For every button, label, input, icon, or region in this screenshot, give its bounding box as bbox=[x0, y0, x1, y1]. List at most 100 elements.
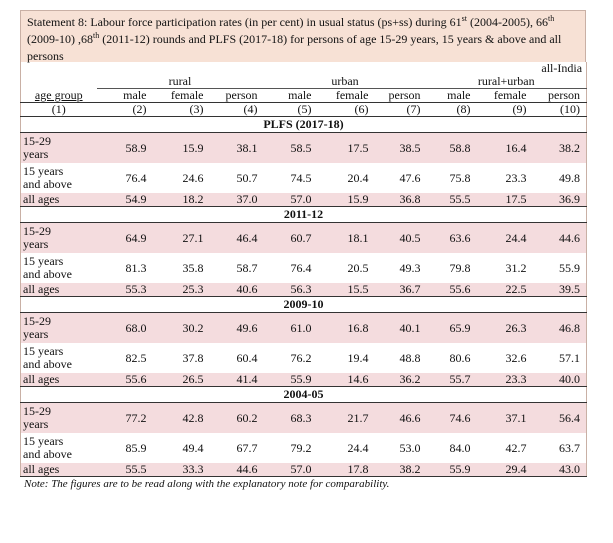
table-cell: 76.2 bbox=[290, 350, 312, 365]
table-cell: 82.5 bbox=[125, 350, 147, 365]
column-number: (9) bbox=[476, 102, 533, 117]
age-group-label: 15-29 years bbox=[20, 402, 97, 433]
age-group-line: years bbox=[23, 327, 49, 341]
table-cell: 37.1 bbox=[476, 402, 533, 433]
table-cell: 20.5 bbox=[347, 260, 369, 275]
table-cell: 18.1 bbox=[317, 222, 375, 253]
table-cell: 58.7 bbox=[236, 260, 258, 275]
table-row: 15 years and above 81.3 35.8 58.7 76.4 20.5 49.… bbox=[21, 253, 587, 283]
column-number: (10) bbox=[532, 102, 587, 117]
table-cell: 49.8 bbox=[559, 170, 581, 185]
table-cell: 84.0 bbox=[449, 440, 471, 455]
table-cell: 58.9 bbox=[96, 132, 153, 163]
column-header: male bbox=[263, 88, 318, 103]
age-group-line: all ages bbox=[23, 192, 60, 206]
table-cell: 55.7 bbox=[426, 373, 477, 387]
table-cell: 57.1 bbox=[559, 350, 581, 365]
table-cell: 29.4 bbox=[476, 463, 533, 477]
table-note: Note: The figures are to be read along w… bbox=[24, 478, 390, 490]
table-cell: 49.3 bbox=[399, 260, 421, 275]
table-cell: 18.2 bbox=[152, 193, 210, 207]
table-row: 15-29 years 77.2 42.8 60.2 68.3 21.7 46.6 74.6 37… bbox=[20, 402, 587, 433]
table-cell: 49.4 bbox=[182, 440, 204, 455]
group-urban: urban bbox=[263, 75, 427, 89]
group-rural-urban: rural+urban bbox=[426, 75, 587, 89]
table-cell: 85.9 bbox=[125, 440, 147, 455]
table-cell: 26.5 bbox=[152, 373, 210, 387]
table-cell: 38.2 bbox=[532, 132, 587, 163]
age-group-line: 15 years bbox=[23, 344, 64, 358]
table-cell: 58.5 bbox=[263, 132, 318, 163]
table-cell: 38.2 bbox=[374, 463, 427, 477]
table-cell: 25.3 bbox=[152, 283, 210, 297]
age-group-label: all ages bbox=[20, 282, 97, 297]
age-group-label: 15-29 years bbox=[20, 222, 97, 253]
section-heading: 2011-12 bbox=[20, 206, 587, 223]
column-header: male bbox=[96, 88, 153, 103]
table-cell: 74.5 bbox=[290, 170, 312, 185]
table-cell: 17.5 bbox=[476, 193, 533, 207]
column-header: age group bbox=[20, 88, 97, 103]
table-cell: 30.2 bbox=[152, 312, 210, 343]
table-cell: 39.5 bbox=[532, 283, 587, 297]
table-cell: 55.6 bbox=[96, 373, 153, 387]
section-heading: PLFS (2017-18) bbox=[20, 116, 587, 133]
age-group-label: 15 years and above bbox=[21, 343, 97, 373]
table-cell: 43.0 bbox=[532, 463, 587, 477]
table-cell: 63.7 bbox=[559, 440, 581, 455]
table-cell: 80.6 bbox=[449, 350, 471, 365]
table-cell: 40.0 bbox=[532, 373, 587, 387]
age-group-line: 15-29 bbox=[23, 314, 51, 328]
age-group-line: 15 years bbox=[23, 434, 64, 448]
table-cell: 27.1 bbox=[152, 222, 210, 253]
age-group-label: 15 years and above bbox=[21, 163, 97, 193]
table-cell: 60.7 bbox=[263, 222, 318, 253]
table-cell: 32.6 bbox=[505, 350, 527, 365]
table-cell: 55.6 bbox=[426, 283, 477, 297]
table-cell: 14.6 bbox=[317, 373, 375, 387]
table-cell: 55.5 bbox=[426, 193, 477, 207]
column-number: (2) bbox=[96, 102, 153, 117]
age-group-line: and above bbox=[23, 447, 72, 461]
table-cell: 76.4 bbox=[290, 260, 312, 275]
table-cell: 36.2 bbox=[374, 373, 427, 387]
age-group-line: 15-29 bbox=[23, 134, 51, 148]
table-cell: 77.2 bbox=[96, 402, 153, 433]
table-cell: 15.5 bbox=[317, 283, 375, 297]
table-cell: 74.6 bbox=[426, 402, 477, 433]
age-group-label: 15-29 years bbox=[20, 132, 97, 163]
table-cell: 56.3 bbox=[263, 283, 318, 297]
table-cell: 65.9 bbox=[426, 312, 477, 343]
age-group-line: all ages bbox=[23, 462, 60, 476]
table-cell: 40.5 bbox=[374, 222, 427, 253]
table-cell: 40.6 bbox=[209, 283, 264, 297]
table-cell: 46.8 bbox=[532, 312, 587, 343]
table-row: all ages 55.3 25.3 40.6 56.3 15.5 36.7 55.6 22.5… bbox=[20, 282, 587, 297]
table-cell: 38.5 bbox=[374, 132, 427, 163]
table-cell: 24.4 bbox=[347, 440, 369, 455]
table-cell: 15.9 bbox=[152, 132, 210, 163]
column-header-row: age group male female person male female perso… bbox=[20, 88, 587, 103]
age-group-line: years bbox=[23, 417, 49, 431]
table-cell: 44.6 bbox=[209, 463, 264, 477]
table-cell: 50.7 bbox=[236, 170, 258, 185]
statement-8-table: Statement 8: Labour force participation … bbox=[20, 10, 588, 491]
lfpr-table: all-India rural urban rural+urban age gr… bbox=[20, 62, 588, 477]
table-row: 15-29 years 64.9 27.1 46.4 60.7 18.1 40.5 63.6 24… bbox=[20, 222, 587, 253]
table-cell: 55.9 bbox=[426, 463, 477, 477]
age-group-line: all ages bbox=[23, 282, 60, 296]
table-row: 15-29 years 68.0 30.2 49.6 61.0 16.8 40.1 65.9 26… bbox=[20, 312, 587, 343]
table-cell: 17.5 bbox=[317, 132, 375, 163]
table-cell: 58.8 bbox=[426, 132, 477, 163]
table-cell: 60.2 bbox=[209, 402, 264, 433]
table-row: 15 years and above 82.5 37.8 60.4 76.2 19.4 48.… bbox=[21, 343, 587, 373]
table-cell: 20.4 bbox=[347, 170, 369, 185]
age-group-line: and above bbox=[23, 357, 72, 371]
table-row: all ages 54.9 18.2 37.0 57.0 15.9 36.8 55.5 17.5… bbox=[20, 192, 587, 207]
age-group-line: 15 years bbox=[23, 164, 64, 178]
table-cell: 35.8 bbox=[182, 260, 204, 275]
table-cell: 40.1 bbox=[374, 312, 427, 343]
table-row: 15-29 years 58.9 15.9 38.1 58.5 17.5 38.5 58.8 16… bbox=[20, 132, 587, 163]
table-cell: 54.9 bbox=[96, 193, 153, 207]
table-cell: 55.3 bbox=[96, 283, 153, 297]
